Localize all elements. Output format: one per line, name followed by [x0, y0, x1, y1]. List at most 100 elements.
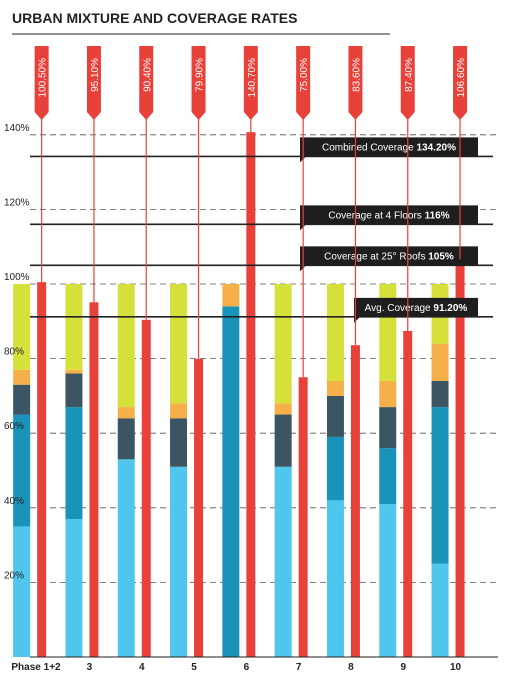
x-tick-label: 5: [191, 662, 197, 673]
mixture-segment: [170, 403, 188, 419]
x-tick-label: 6: [244, 662, 250, 673]
mixture-segment: [379, 448, 397, 505]
mixture-segment: [65, 373, 83, 408]
y-tick-label: 100%: [4, 272, 30, 283]
mixture-segment: [13, 384, 31, 415]
mixture-segment: [117, 284, 135, 408]
reference-label-box: [300, 205, 478, 231]
coverage-bar: [246, 132, 256, 658]
mixture-segment: [13, 414, 31, 527]
y-tick-label: 60%: [4, 421, 24, 432]
reference-label-value: 91.20%: [433, 303, 467, 314]
mixture-segment: [326, 380, 344, 396]
bars-layer: [13, 132, 465, 658]
x-tick-label: 3: [87, 662, 93, 673]
x-tick-label: 10: [450, 662, 462, 673]
mixture-segment: [326, 284, 344, 381]
mixture-segment: [379, 407, 397, 449]
mixture-segment: [170, 466, 188, 657]
reference-label-name: Coverage at 4 Floors: [328, 210, 424, 221]
coverage-value-label: 106.60%: [456, 58, 467, 98]
chart-title: URBAN MIXTURE AND COVERAGE RATES: [12, 10, 297, 26]
coverage-bar: [298, 377, 308, 657]
reference-label-value: 116%: [425, 210, 450, 221]
x-tick-label: 7: [296, 662, 302, 673]
coverage-flag: [296, 46, 311, 120]
coverage-flag: [400, 46, 415, 120]
reference-lines-layer: Combined Coverage 134.20% Coverage at 4 F…: [30, 137, 493, 323]
mixture-segment: [431, 407, 449, 564]
coverage-flag: [243, 46, 258, 120]
x-tick-label: Phase 1+2: [11, 662, 61, 673]
coverage-value-label: 87.40%: [404, 58, 415, 92]
mixture-segment: [13, 526, 31, 657]
y-tick-label: 140%: [4, 123, 30, 134]
coverage-flag: [191, 46, 206, 120]
mixture-segment: [431, 563, 449, 657]
reference-label-box: [354, 297, 478, 323]
coverage-flag: [34, 46, 49, 120]
grid-layer: [30, 134, 498, 583]
mixture-segment: [65, 284, 83, 370]
mixture-segment: [326, 395, 344, 437]
coverage-flag: [139, 46, 154, 120]
coverage-value-label: 95.10%: [90, 58, 101, 92]
reference-label-value: 134.20%: [417, 142, 457, 153]
coverage-bar: [141, 319, 151, 657]
x-tick-label: 9: [400, 662, 406, 673]
reference-label: Coverage at 4 Floors 116%: [328, 210, 449, 221]
mixture-segment: [13, 369, 31, 385]
mixture-segment: [65, 369, 83, 374]
reference-label-name: Combined Coverage: [322, 142, 417, 153]
reference-label-name: Avg. Coverage: [365, 303, 434, 314]
mixture-segment: [326, 436, 344, 501]
y-tick-label: 40%: [4, 496, 24, 507]
coverage-flag: [453, 46, 468, 120]
mixture-segment: [431, 343, 449, 381]
reference-label-box: [300, 137, 478, 163]
mixture-segment: [117, 459, 135, 657]
reference-label-box: [300, 246, 478, 272]
mixture-segment: [274, 403, 292, 415]
flag-layer: 100.50% 95.10% 90.40% 79.90% 140.70% 75.00% 83…: [34, 46, 468, 378]
mixture-segment: [117, 418, 135, 460]
mixture-segment: [274, 414, 292, 467]
mixture-segment: [222, 284, 240, 307]
mixture-segment: [326, 500, 344, 657]
reference-label: Coverage at 25° Roofs 105%: [324, 251, 454, 262]
mixture-segment: [65, 407, 83, 519]
coverage-value-label: 90.40%: [142, 58, 153, 92]
coverage-bar: [37, 282, 47, 657]
coverage-bar: [89, 302, 99, 657]
coverage-bar: [455, 259, 465, 657]
coverage-flag: [348, 46, 363, 120]
reference-label: Avg. Coverage 91.20%: [365, 303, 468, 314]
mixture-segment: [274, 284, 292, 404]
mixture-segment: [170, 284, 188, 404]
mixture-segment: [431, 380, 449, 408]
mixture-segment: [117, 407, 135, 419]
coverage-value-label: 75.00%: [299, 58, 310, 92]
y-tick-label: 120%: [4, 197, 30, 208]
y-tick-label: 80%: [4, 347, 24, 358]
x-tick-label: 8: [348, 662, 354, 673]
mixture-segment: [274, 466, 292, 657]
mixture-segment: [222, 306, 240, 657]
mixture-segment: [65, 518, 83, 657]
mixture-segment: [13, 284, 31, 370]
mixture-segment: [379, 380, 397, 408]
mixture-segment: [170, 418, 188, 467]
reference-label-name: Coverage at 25° Roofs: [324, 251, 428, 262]
coverage-flag: [86, 46, 101, 120]
y-tick-label: 20%: [4, 570, 24, 581]
reference-label-value: 105%: [428, 251, 454, 262]
mixture-segment: [379, 504, 397, 657]
coverage-bar: [194, 358, 204, 657]
coverage-bar: [350, 345, 360, 657]
axis-layer: 20% 40% 60% 80% 100% 120% 140% Phase 1+2 3 4 5 6 7 8 9…: [4, 123, 498, 673]
coverage-value-label: 83.60%: [351, 58, 362, 92]
reference-label: Combined Coverage 134.20%: [322, 142, 456, 153]
coverage-value-label: 100.50%: [38, 58, 49, 98]
coverage-bar: [403, 330, 413, 657]
